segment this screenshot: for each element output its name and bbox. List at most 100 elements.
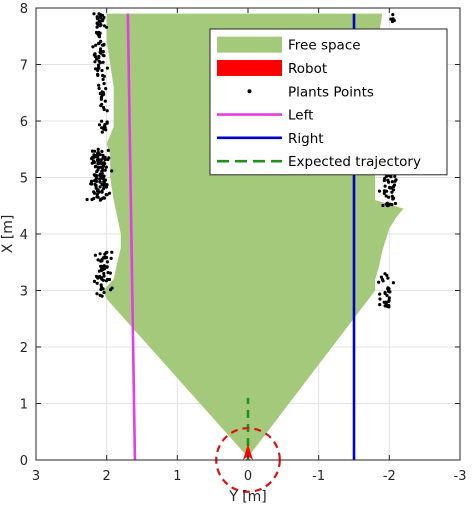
plant-point [99,283,103,287]
plant-point [105,66,109,70]
plant-point [382,178,386,183]
legend-label: Plants Points [288,84,374,100]
plant-point [101,278,105,282]
plant-point [95,292,99,296]
plant-point [388,290,392,294]
plant-point [105,193,109,197]
plant-point [90,179,94,183]
plant-point [96,160,100,164]
plant-point [106,148,110,152]
legend: Free space Robot Plants Points Left Right Exp… [209,28,448,176]
plant-point [110,250,114,254]
legend-label: Expected trajectory [288,154,421,170]
plant-point [98,50,102,54]
plant-point [101,105,106,110]
plant-point [100,172,104,176]
plant-point [100,119,104,123]
y-axis-label: X [m] [0,215,16,254]
plant-point [394,178,398,182]
plant-point [96,195,100,199]
plant-point [106,157,110,162]
plant-point [103,157,107,162]
legend-swatch-patch [217,59,282,76]
plant-point [100,189,104,193]
plant-point [391,281,395,285]
plant-point [387,296,391,300]
x-tick-label: 3 [32,469,40,484]
plant-point [379,275,383,279]
plant-point [381,203,385,208]
plant-point [393,201,398,206]
y-tick-label: 5 [20,172,28,187]
legend-label: Free space [288,38,361,54]
plant-point [99,276,104,280]
plant-point [98,185,102,189]
x-tick-label: 0 [244,469,252,484]
plant-point [108,288,113,292]
plant-point [104,165,108,169]
plant-point [93,173,97,177]
plant-point [385,293,389,297]
plant-point [98,173,102,177]
plant-point [96,188,100,192]
plant-point [110,169,114,173]
plant-point [392,184,396,189]
plant-point [92,155,96,159]
x-tick-label: -1 [312,469,325,484]
plant-point [377,189,382,193]
plant-point [96,258,100,262]
plant-point [99,97,103,101]
plant-point [98,14,103,19]
plant-point [100,43,105,47]
legend-label: Right [288,131,324,147]
plant-point [98,180,102,184]
plant-point [100,68,104,73]
plant-point [90,161,94,165]
plant-point [96,23,100,27]
plant-point [107,277,112,282]
plant-point [102,174,106,178]
plant-point [92,12,96,16]
plant-point [383,184,387,188]
plant-point [101,77,105,81]
plant-point [99,287,103,292]
plant-point [382,300,386,304]
plant-point [97,86,101,90]
plant-point [85,197,89,202]
plant-point [104,25,109,29]
plant-point [102,74,106,78]
plant-point [90,149,94,153]
plant-point [101,53,105,57]
plant-point [391,197,395,201]
plant-point [96,147,100,151]
plant-point [100,126,104,130]
plant-point [91,45,95,49]
plant-point [105,120,109,124]
x-tick-label: -3 [454,469,467,484]
legend-label: Robot [288,61,327,77]
plant-point [95,57,99,61]
plant-point [103,252,107,256]
plant-point [385,273,389,277]
plant-point [106,271,110,275]
plant-point [102,187,106,191]
plant-point [94,43,98,47]
legend-swatch-dot [247,89,252,94]
plant-point [100,130,104,134]
plant-point [97,83,101,87]
plant-point [95,281,99,285]
legend-swatch-patch [217,36,282,53]
plant-point [390,203,394,207]
x-tick-label: -2 [383,469,396,484]
plant-point [105,265,109,269]
plant-point [96,73,100,77]
plant-point [103,182,107,186]
plant-point [391,13,395,17]
plant-point [100,149,104,154]
plant-point [386,286,390,290]
plant-point [99,158,103,163]
plant-point [92,279,97,283]
plant-point [93,165,97,169]
plant-point [97,54,101,58]
